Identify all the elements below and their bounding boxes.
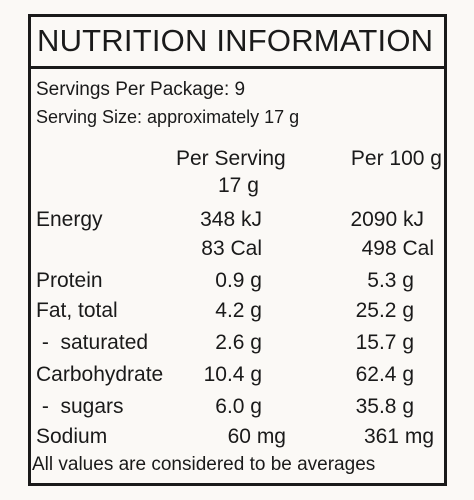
footnote: All values are considered to be averages: [32, 454, 376, 475]
panel-title: NUTRITION INFORMATION: [37, 23, 434, 58]
row-label-energy: Energy: [36, 208, 103, 231]
nutrition-panel: [28, 14, 447, 486]
sodium-per-serving: 60 mg: [227, 425, 286, 448]
carbohydrate-per-100g: 62.4 g: [355, 363, 414, 386]
sugars-per-serving: 6.0 g: [215, 395, 262, 418]
row-label-saturated: - saturated: [36, 331, 149, 354]
column-header-per-serving: Per Serving: [176, 147, 286, 170]
row-label-carbohydrate: Carbohydrate: [36, 363, 164, 386]
protein-per-100g: 5.3 g: [367, 269, 414, 292]
column-header-per-100g: Per 100 g: [350, 147, 442, 170]
title-divider: [31, 66, 444, 69]
energy-cal-per-serving: 83 Cal: [201, 237, 262, 260]
column-header-per-serving-amount: 17 g: [218, 174, 259, 197]
fat-total-per-serving: 4.2 g: [215, 299, 262, 322]
row-label-fat-total: Fat, total: [36, 299, 118, 322]
carbohydrate-per-serving: 10.4 g: [203, 363, 262, 386]
servings-per-package: Servings Per Package: 9: [36, 79, 246, 100]
row-label-protein: Protein: [36, 269, 103, 292]
sodium-per-100g: 361 mg: [363, 425, 434, 448]
fat-total-per-100g: 25.2 g: [355, 299, 414, 322]
energy-cal-per-100g: 498 Cal: [361, 237, 434, 260]
saturated-per-100g: 15.7 g: [355, 331, 414, 354]
protein-per-serving: 0.9 g: [215, 269, 262, 292]
row-label-sodium: Sodium: [36, 425, 108, 448]
sugars-per-100g: 35.8 g: [355, 395, 414, 418]
saturated-per-serving: 2.6 g: [215, 331, 262, 354]
row-label-sugars: - sugars: [36, 395, 124, 418]
serving-size: Serving Size: approximately 17 g: [36, 107, 300, 127]
energy-kj-per-100g: 2090 kJ: [350, 208, 424, 231]
energy-kj-per-serving: 348 kJ: [200, 208, 262, 231]
